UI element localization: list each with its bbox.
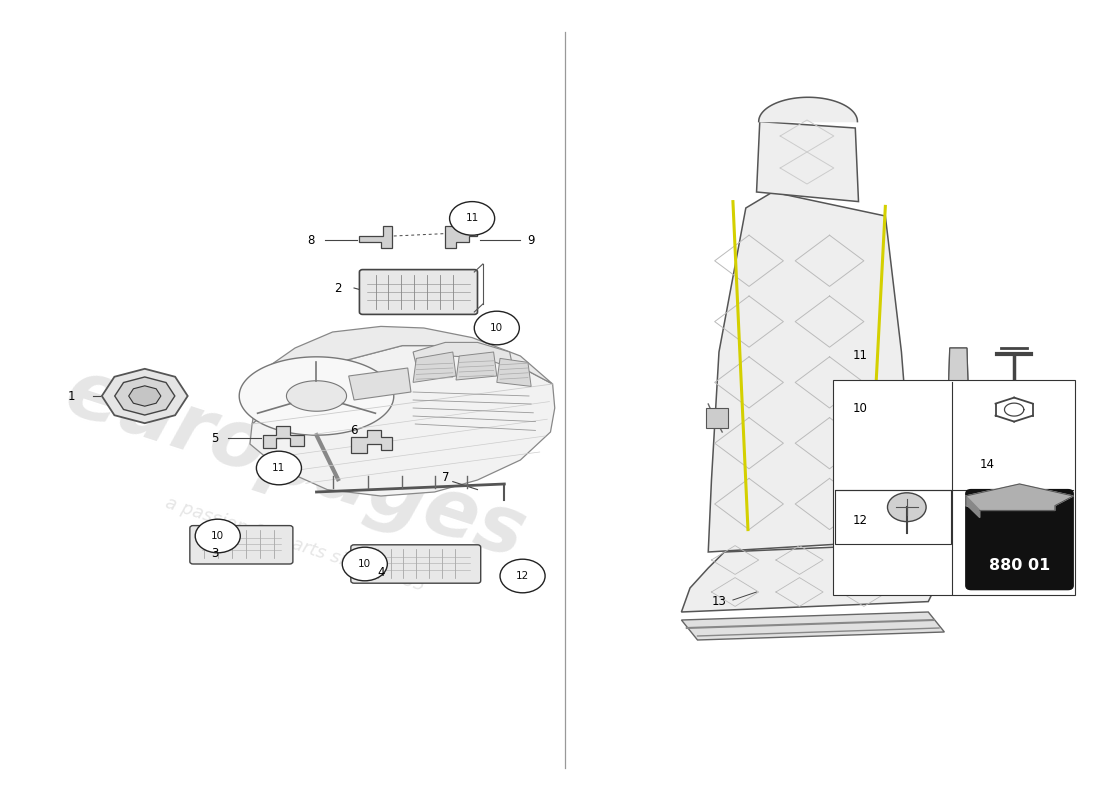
Polygon shape [708,192,912,552]
Polygon shape [414,352,456,382]
Text: 3: 3 [211,547,218,560]
Text: 2: 2 [334,282,342,294]
Polygon shape [250,346,554,496]
Text: 10: 10 [491,323,504,333]
Text: 11: 11 [273,463,286,473]
Polygon shape [947,348,969,480]
Text: 4: 4 [377,566,385,578]
Polygon shape [114,377,175,415]
Text: 10: 10 [359,559,372,569]
FancyBboxPatch shape [190,526,293,564]
Text: 10: 10 [211,531,224,541]
Polygon shape [446,226,477,248]
Text: a passion for parts since 1985: a passion for parts since 1985 [163,494,427,594]
Polygon shape [252,326,552,424]
Polygon shape [349,368,411,400]
Polygon shape [263,426,304,448]
Circle shape [342,547,387,581]
Polygon shape [757,122,858,202]
Text: 8: 8 [307,234,315,246]
Circle shape [474,311,519,345]
FancyBboxPatch shape [966,490,1074,590]
Circle shape [450,202,495,235]
Text: 12: 12 [516,571,529,581]
Polygon shape [351,430,392,453]
Polygon shape [286,381,346,411]
Text: 5: 5 [211,432,218,445]
Polygon shape [456,352,497,380]
FancyBboxPatch shape [833,380,1076,595]
Text: 10: 10 [854,402,868,414]
Text: 7: 7 [441,471,449,484]
Polygon shape [360,226,392,248]
Polygon shape [681,544,937,612]
Bar [835,490,950,544]
Text: 14: 14 [980,458,994,470]
Polygon shape [129,386,161,406]
Bar [706,408,727,428]
Polygon shape [497,358,531,386]
Circle shape [195,519,240,553]
Text: 880 01: 880 01 [989,558,1050,573]
Text: 1: 1 [68,390,76,402]
FancyBboxPatch shape [360,270,477,314]
Polygon shape [947,348,969,480]
Circle shape [256,451,301,485]
Text: 11: 11 [854,350,868,362]
Circle shape [888,493,926,522]
Polygon shape [966,484,1074,510]
Polygon shape [966,496,980,518]
Polygon shape [414,342,513,368]
FancyBboxPatch shape [351,545,481,583]
Text: europages: europages [55,353,535,575]
Text: 11: 11 [465,214,478,223]
Text: 6: 6 [350,424,358,437]
Text: 13: 13 [712,595,726,608]
Polygon shape [681,612,945,640]
Text: 12: 12 [854,514,868,526]
Text: 9: 9 [527,234,535,246]
Polygon shape [102,369,188,423]
Polygon shape [239,357,394,435]
Circle shape [500,559,546,593]
Polygon shape [759,98,857,122]
